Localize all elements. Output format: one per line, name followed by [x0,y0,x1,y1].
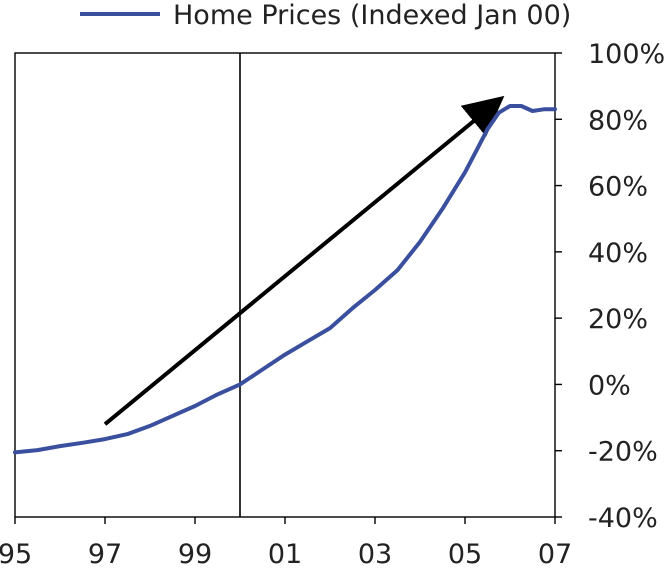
x-tick-label: 01 [268,539,302,569]
y-tick-label: 60% [588,172,648,203]
y-tick-label: 20% [588,304,648,335]
y-tick-label: 40% [588,238,648,269]
x-tick-label: 97 [88,539,122,569]
y-tick-label: 0% [588,370,631,401]
series-group [13,104,557,455]
legend: Home Prices (Indexed Jan 00) [80,0,571,31]
x-tick-label: 95 [0,539,32,569]
x-tick-label: 99 [178,539,212,569]
x-tick-label: 05 [448,539,482,569]
x-axis: 95 97 99 01 03 05 07 [0,517,572,569]
y-tick-label: -20% [588,437,658,468]
x-tick-label: 07 [538,539,572,569]
series-line-home-prices [13,104,557,455]
y-tick-label: -40% [588,503,658,534]
trend-arrow [103,95,505,426]
annotations [103,53,505,517]
y-tick-label: 80% [588,105,648,136]
legend-label: Home Prices (Indexed Jan 00) [173,0,571,31]
x-tick-label: 03 [358,539,392,569]
y-axis: -40% -20% 0% 20% 40% 60% 80% 100% [555,39,665,534]
y-tick-label: 100% [588,39,665,70]
